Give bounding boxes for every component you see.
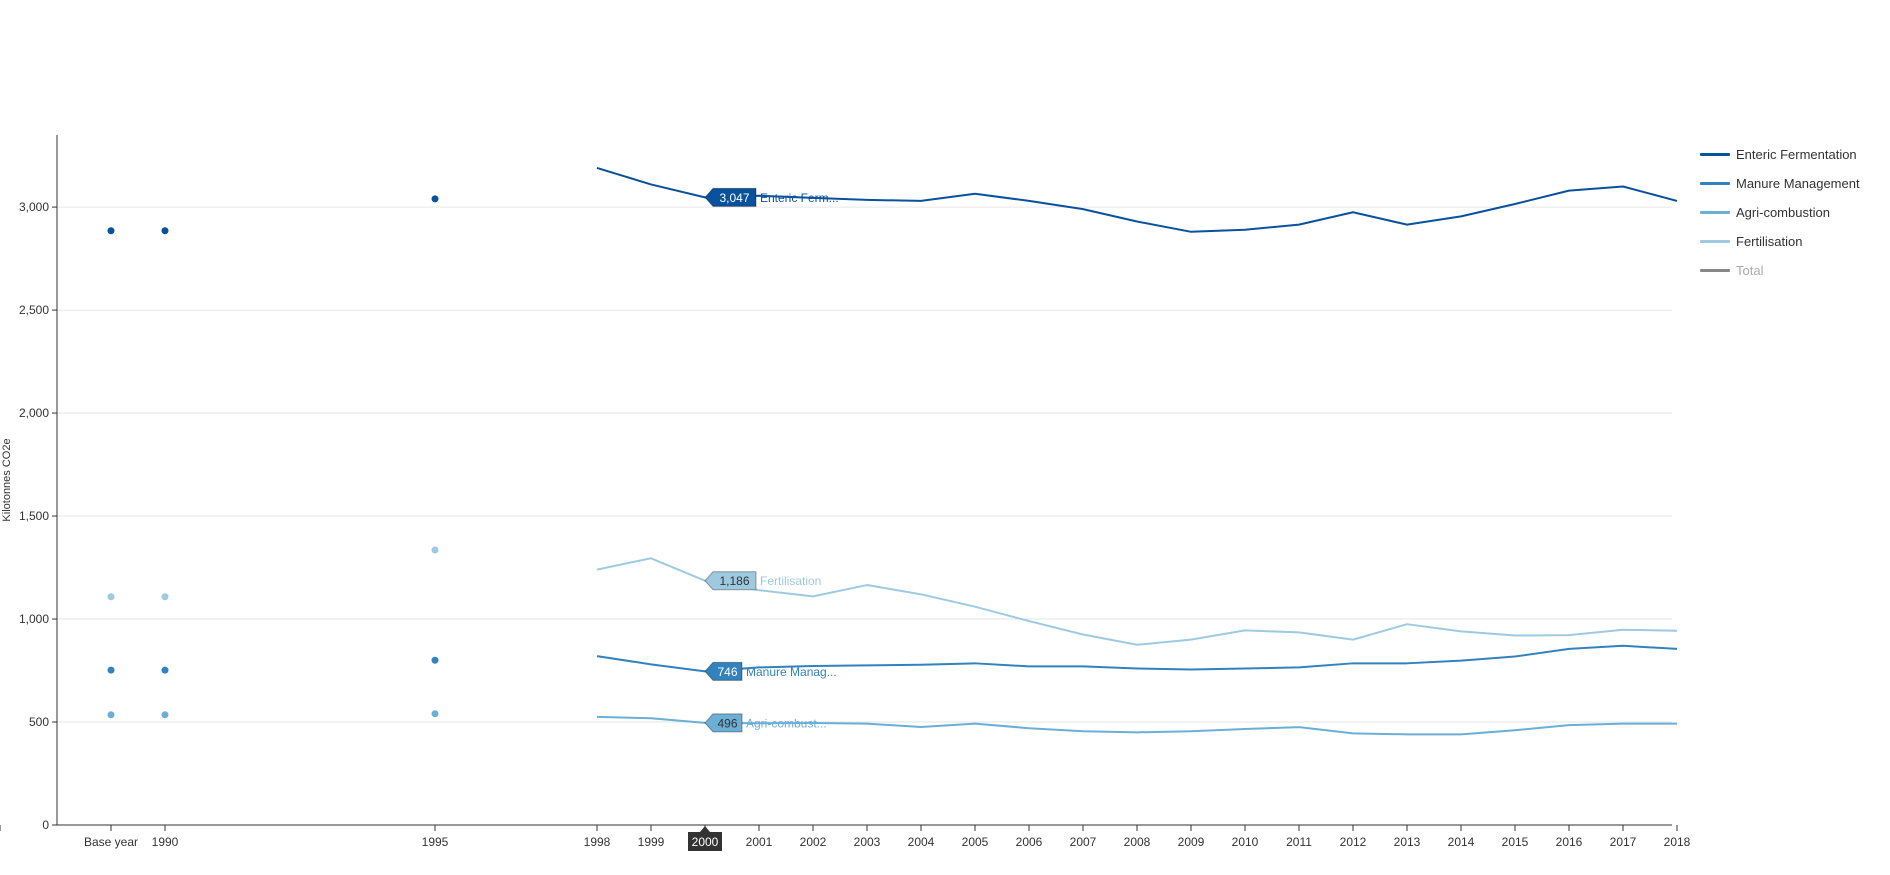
series-point[interactable] — [431, 195, 439, 203]
x-tick-label: 2004 — [908, 835, 935, 849]
x-tick-label: 2014 — [1448, 835, 1475, 849]
x-tick-label: 2002 — [800, 835, 827, 849]
tooltip-series-name: Agri-combust... — [746, 716, 827, 730]
legend-label: Enteric Fermentation — [1736, 147, 1857, 162]
series-manure-management — [107, 644, 1678, 674]
series-point[interactable] — [161, 593, 169, 601]
tooltip-box — [704, 571, 757, 591]
y-tick-label: 500 — [29, 715, 49, 729]
x-tick-label: 2007 — [1070, 835, 1097, 849]
series-point[interactable] — [161, 711, 169, 719]
legend-label: Manure Management — [1736, 176, 1860, 191]
x-highlight-pointer — [700, 826, 710, 832]
legend-label: Total — [1736, 263, 1764, 278]
x-tick-label: 2010 — [1232, 835, 1259, 849]
tooltip-value: 746 — [717, 665, 737, 679]
tooltip-series-name: Fertilisation — [760, 574, 821, 588]
legend-item[interactable]: Enteric Fermentation — [1700, 140, 1885, 169]
x-tick-label: 2001 — [746, 835, 773, 849]
y-tick-label: 1,500 — [19, 509, 49, 523]
legend-label: Fertilisation — [1736, 234, 1803, 249]
x-tick-label: 2012 — [1340, 835, 1367, 849]
legend-swatch — [1700, 211, 1730, 214]
tooltip-box — [704, 661, 743, 681]
series-point[interactable] — [431, 710, 439, 718]
tooltip-series-name: Manure Manag... — [746, 665, 837, 679]
series-fertilisation — [107, 546, 1678, 646]
x-tick-label: 2015 — [1502, 835, 1529, 849]
series-point[interactable] — [431, 546, 439, 554]
series-agri-combustion — [107, 710, 1677, 736]
x-tick-label: 2005 — [962, 835, 989, 849]
tooltip: 496 Agri-combust... — [704, 713, 827, 733]
legend-swatch — [1700, 269, 1730, 272]
x-tick-label: 1995 — [422, 835, 449, 849]
x-tick-label: 2018 — [1664, 835, 1691, 849]
x-tick-label: 1990 — [152, 835, 179, 849]
x-tick-label: 2013 — [1394, 835, 1421, 849]
series-point[interactable] — [161, 666, 169, 674]
series-line[interactable] — [596, 166, 1678, 233]
x-tick-label: 2006 — [1016, 835, 1043, 849]
tooltip-value: 496 — [717, 716, 737, 730]
series-line[interactable] — [596, 715, 1677, 736]
series-line[interactable] — [596, 557, 1678, 646]
series-point[interactable] — [431, 656, 439, 664]
legend-item[interactable]: Total — [1700, 256, 1885, 285]
chart-legend: Enteric Fermentation Manure Management Agr… — [1700, 140, 1885, 285]
legend-item[interactable]: Manure Management — [1700, 169, 1885, 198]
x-tick-label: 1998 — [584, 835, 611, 849]
series-point[interactable] — [107, 711, 115, 719]
x-tick-label: 2011 — [1286, 835, 1312, 849]
series-enteric-fermentation — [107, 166, 1678, 235]
x-tick-label: 1999 — [638, 835, 665, 849]
tooltip-series-name: Enteric Ferm... — [760, 191, 839, 205]
legend-swatch — [1700, 240, 1730, 243]
y-tick-label: 1,000 — [19, 612, 49, 626]
tooltip-box — [704, 713, 743, 733]
x-tick-label: Base year — [84, 835, 138, 849]
series-lines — [107, 166, 1678, 736]
legend-swatch — [1700, 153, 1730, 156]
axes: 0 500 1,000 1,500 2,000 2,500 3,000 Base year 19… — [0, 135, 1691, 851]
y-tick-label: 3,000 — [19, 200, 49, 214]
y-tick-label: 2,000 — [19, 406, 49, 420]
x-tick-label: 2009 — [1178, 835, 1205, 849]
value-tooltips: 3,047 Enteric Ferm... 1,186 Fertilisation 74… — [704, 187, 839, 733]
tooltip-value: 1,186 — [719, 574, 749, 588]
y-axis-title: Kilotonnes CO2e — [1, 438, 13, 521]
x-tick-label: 2000 — [692, 835, 719, 849]
legend-item[interactable]: Fertilisation — [1700, 227, 1885, 256]
legend-item[interactable]: Agri-combustion — [1700, 198, 1885, 227]
legend-swatch — [1700, 182, 1730, 185]
gridlines — [57, 206, 1672, 723]
series-point[interactable] — [107, 666, 115, 674]
x-tick-label: 2016 — [1556, 835, 1583, 849]
tooltip-value: 3,047 — [719, 191, 749, 205]
y-tick-label: 2,500 — [19, 303, 49, 317]
x-highlight-box — [688, 832, 722, 851]
x-tick-label: 2003 — [854, 835, 881, 849]
tooltip: 1,186 Fertilisation — [704, 571, 821, 591]
legend-label: Agri-combustion — [1736, 205, 1830, 220]
y-tick-label: 0 — [42, 818, 49, 832]
x-tick-label: 2017 — [1610, 835, 1637, 849]
tooltip: 746 Manure Manag... — [704, 661, 837, 681]
series-point[interactable] — [161, 227, 169, 235]
tooltip: 3,047 Enteric Ferm... — [704, 187, 839, 207]
series-point[interactable] — [107, 593, 115, 601]
tooltip-box — [704, 187, 757, 207]
x-tick-label: 2008 — [1124, 835, 1151, 849]
series-point[interactable] — [107, 227, 115, 235]
series-line[interactable] — [596, 644, 1678, 673]
